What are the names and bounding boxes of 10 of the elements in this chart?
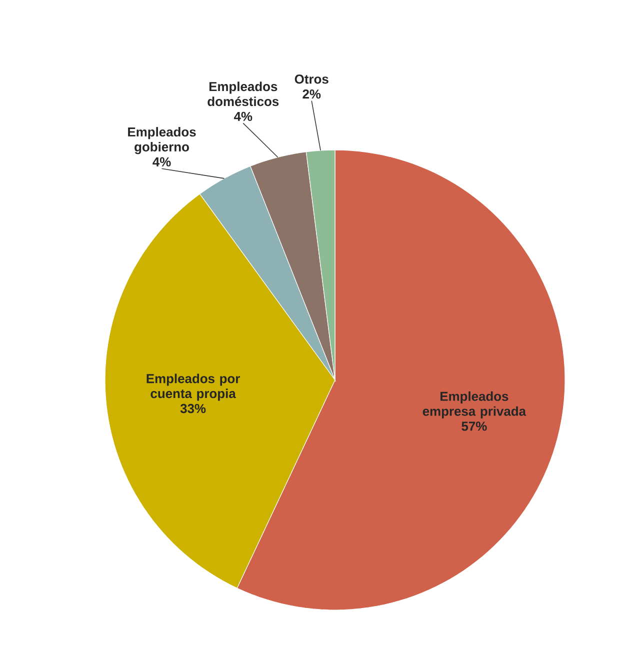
slice-label: Otros	[294, 74, 328, 84]
data-label: 57%	[462, 422, 487, 431]
data-label: 4%	[152, 157, 171, 166]
data-label: 2%	[302, 89, 321, 99]
data-label: 4%	[234, 112, 252, 122]
slice-label: Empleados gobierno	[128, 127, 196, 154]
data-label: 33%	[180, 404, 206, 414]
slice-label: Empleados empresa privada	[422, 391, 526, 418]
slice-label: Empleados por cuenta propia	[146, 374, 240, 401]
slice-label: Empleados domésticos	[208, 82, 279, 106]
